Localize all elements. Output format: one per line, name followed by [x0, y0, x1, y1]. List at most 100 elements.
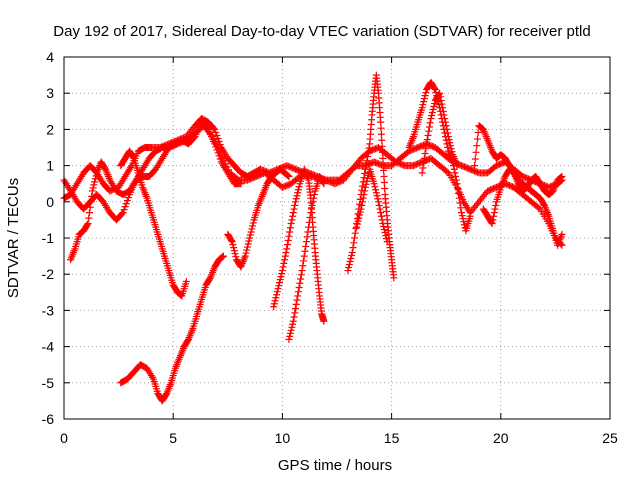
data-point [241, 252, 249, 260]
x-axis-label: GPS time / hours [278, 457, 392, 474]
data-point [489, 216, 497, 224]
data-point [246, 234, 254, 242]
data-point [364, 153, 372, 161]
data-point [419, 101, 427, 109]
data-point [292, 198, 300, 206]
data-point [474, 128, 482, 136]
data-point [219, 252, 227, 260]
series-track-10 [353, 165, 391, 246]
data-point [421, 92, 429, 100]
data-point [382, 232, 390, 240]
series-track-11 [405, 78, 474, 235]
data-point [441, 118, 449, 126]
data-point [460, 218, 468, 226]
data-point [289, 317, 297, 325]
y-tick-label: -5 [42, 375, 55, 391]
data-point [283, 245, 291, 253]
data-point [249, 222, 257, 230]
data-point [361, 169, 369, 177]
data-point [276, 276, 284, 284]
data-point [428, 109, 436, 117]
data-point [376, 205, 384, 213]
data-point [364, 174, 372, 182]
data-point [377, 124, 385, 132]
data-point [362, 180, 370, 188]
data-point [282, 248, 290, 256]
data-point [372, 189, 380, 197]
data-point [357, 205, 365, 213]
y-tick-label: 0 [46, 194, 54, 210]
data-point [443, 168, 451, 176]
data-point [244, 240, 252, 248]
data-point [474, 135, 482, 143]
data-point [363, 177, 371, 185]
data-point [278, 270, 286, 278]
data-point [118, 210, 126, 218]
data-point [237, 180, 245, 188]
data-point [301, 247, 309, 255]
data-point [418, 104, 426, 112]
data-point [286, 329, 294, 337]
data-point [218, 253, 226, 261]
data-point [286, 228, 294, 236]
data-point [310, 191, 318, 199]
data-point [350, 234, 358, 242]
data-point [92, 172, 100, 180]
data-point [374, 198, 382, 206]
x-tick-label: 0 [60, 430, 68, 446]
data-point [371, 183, 379, 191]
data-point [308, 201, 316, 209]
data-point [293, 192, 301, 200]
y-tick-label: -4 [42, 339, 55, 355]
data-point [283, 171, 291, 179]
data-point [300, 257, 308, 265]
data-point [212, 128, 220, 136]
data-point [380, 223, 388, 231]
data-point [355, 214, 363, 222]
data-point [291, 309, 299, 317]
data-point [356, 208, 364, 216]
data-point [455, 194, 463, 202]
data-point [346, 258, 354, 266]
data-point [378, 216, 386, 224]
data-point [285, 232, 293, 240]
data-point [448, 148, 456, 156]
data-point [348, 248, 356, 256]
data-point [436, 89, 444, 97]
data-point [353, 220, 361, 228]
data-point [427, 115, 435, 123]
data-point [444, 129, 452, 137]
data-point [466, 212, 474, 220]
series-track-3 [67, 118, 245, 264]
data-point [319, 178, 327, 186]
data-point [88, 187, 96, 195]
data-point [83, 221, 91, 229]
data-point [358, 201, 366, 209]
data-point [421, 150, 429, 158]
data-point [420, 98, 428, 106]
data-point [439, 104, 447, 112]
data-point [296, 279, 304, 287]
data-point [437, 96, 445, 104]
data-points [60, 71, 566, 405]
data-point [556, 174, 564, 182]
data-point [429, 105, 437, 113]
data-point [422, 145, 430, 153]
data-point [287, 220, 295, 228]
data-point [452, 176, 460, 184]
data-point [246, 231, 254, 239]
data-point [213, 146, 221, 154]
data-point [286, 332, 294, 340]
data-point [377, 130, 385, 138]
data-point [379, 154, 387, 162]
data-point [275, 282, 283, 290]
data-point [275, 279, 283, 287]
data-point [129, 153, 137, 161]
chart-title: Day 192 of 2017, Sidereal Day-to-day VTE… [53, 23, 590, 40]
y-tick-label: -1 [42, 230, 55, 246]
data-point [294, 186, 302, 194]
data-point [383, 238, 391, 246]
data-point [292, 305, 300, 313]
data-point [420, 159, 428, 167]
data-point [294, 288, 302, 296]
